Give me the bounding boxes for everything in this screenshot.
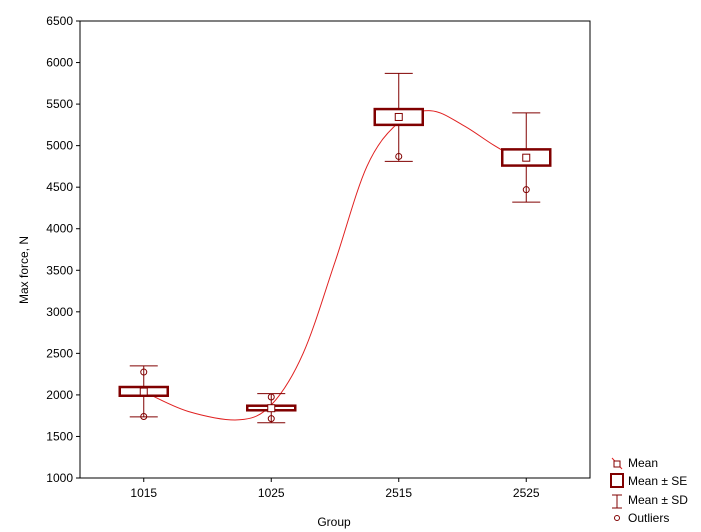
box-group-1025 xyxy=(246,393,297,424)
legend-outlier-icon xyxy=(614,515,620,521)
y-tick-label: 3000 xyxy=(46,305,73,319)
y-tick-label: 5500 xyxy=(46,97,73,111)
x-axis-title: Group xyxy=(317,515,351,529)
y-tick-label: 4000 xyxy=(46,222,73,236)
y-tick-label: 5000 xyxy=(46,139,73,153)
y-tick-label: 6000 xyxy=(46,56,73,70)
y-tick-label: 3500 xyxy=(46,263,73,277)
y-tick-label: 6500 xyxy=(46,14,73,28)
y-tick-label: 4500 xyxy=(46,180,73,194)
outlier-point xyxy=(140,368,148,376)
legend-item-se-box: Mean ± SE xyxy=(610,473,687,488)
mean-marker xyxy=(139,387,148,396)
mean-marker xyxy=(522,153,531,162)
outlier-point xyxy=(395,152,403,160)
y-tick-label: 2500 xyxy=(46,346,73,360)
outlier-point xyxy=(267,393,275,401)
plot-area xyxy=(79,20,591,479)
legend-mean-icon xyxy=(613,460,621,468)
legend-item-outlier: Outliers xyxy=(614,511,669,525)
boxes-layer xyxy=(118,72,552,424)
legend-label: Mean ± SE xyxy=(628,474,687,488)
y-tick-label: 2000 xyxy=(46,388,73,402)
legend-item-mean: Mean xyxy=(611,456,658,470)
fit-curve xyxy=(143,110,527,421)
legend: Mean Mean ± SE Mean ± SD Outliers xyxy=(610,456,688,525)
x-tick-label: 1025 xyxy=(258,486,285,500)
y-tick-label: 1500 xyxy=(46,429,73,443)
outlier-point xyxy=(267,415,275,423)
legend-label: Outliers xyxy=(628,511,669,525)
box-group-2525 xyxy=(501,112,552,203)
plot-frame xyxy=(79,20,591,479)
box-group-1015 xyxy=(118,365,169,421)
x-axis: 1015 1025 2515 2525 xyxy=(130,478,540,500)
outlier-point xyxy=(140,413,148,421)
box-group-2515 xyxy=(373,72,424,162)
x-tick-label: 2515 xyxy=(385,486,412,500)
legend-label: Mean ± SD xyxy=(628,493,688,507)
fit-curve-layer xyxy=(143,110,527,421)
y-tick-label: 1000 xyxy=(46,471,73,485)
mean-marker xyxy=(267,404,276,413)
x-tick-label: 1015 xyxy=(130,486,157,500)
y-axis-title: Max force, N xyxy=(17,236,31,304)
x-tick-label: 2525 xyxy=(513,486,540,500)
legend-label: Mean xyxy=(628,456,658,470)
outlier-point xyxy=(522,186,530,194)
legend-item-sd-whisker: Mean ± SD xyxy=(612,493,688,509)
y-axis: 1000 1500 2000 2500 3000 3500 4000 4500 5000 5500… xyxy=(46,14,80,485)
legend-se-icon xyxy=(610,473,624,488)
mean-marker xyxy=(394,112,403,121)
